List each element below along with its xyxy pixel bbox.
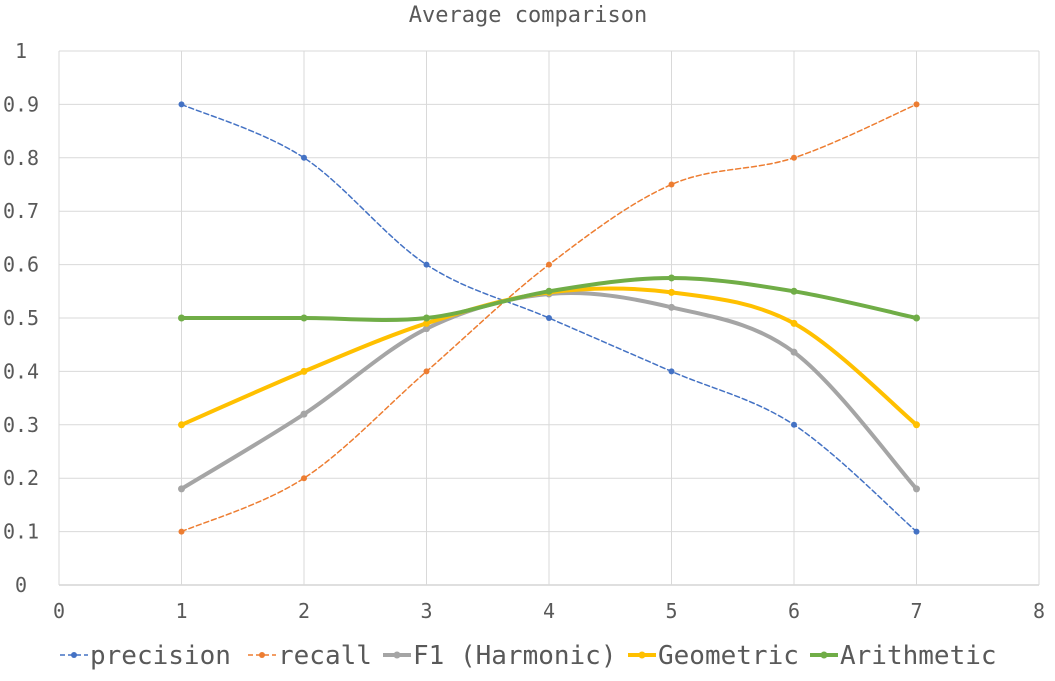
x-tick-label: 6 (788, 599, 800, 623)
data-point (790, 348, 798, 356)
data-point (300, 367, 308, 375)
data-point (178, 528, 185, 535)
x-tick-label: 8 (1033, 599, 1045, 623)
x-tick-label: 7 (910, 599, 922, 623)
data-point (913, 528, 920, 535)
data-point (913, 314, 920, 322)
legend-marker (393, 651, 401, 659)
legend-item: recall (248, 641, 372, 671)
legend-marker (638, 651, 646, 659)
data-point (913, 485, 920, 493)
data-point (423, 314, 430, 322)
data-point (791, 154, 797, 161)
data-point (913, 101, 920, 108)
x-tick-label: 3 (420, 599, 432, 623)
series-arithmetic (178, 274, 920, 322)
data-point (668, 181, 675, 188)
series-recall (178, 101, 920, 535)
legend-marker (259, 652, 265, 658)
y-tick-label: 0.5 (3, 306, 39, 330)
legend-label: recall (278, 641, 372, 671)
x-tick-label: 5 (665, 599, 677, 623)
data-point (790, 287, 798, 295)
data-point (545, 287, 553, 295)
data-point (301, 154, 307, 161)
data-point (790, 319, 798, 327)
y-axis-tick-labels: 0 0.1 0.2 0.3 0.4 0.5 0.6 0.7 0.8 0.9 1 (3, 39, 39, 597)
x-tick-label: 1 (175, 599, 187, 623)
legend-item: Arithmetic (810, 641, 997, 671)
data-point (668, 288, 675, 296)
data-point (301, 475, 307, 482)
y-tick-label: 0.1 (3, 520, 39, 544)
data-point (178, 421, 185, 429)
data-point (546, 261, 552, 268)
y-tick-label: 0.3 (3, 413, 39, 437)
data-point (178, 314, 185, 322)
x-tick-label: 2 (298, 599, 310, 623)
legend: precision recall F1 (Harmonic) Geometric Ari… (60, 641, 997, 671)
series-precision (178, 101, 920, 535)
data-point (668, 274, 675, 282)
y-tick-label: 1 (15, 39, 27, 63)
data-point (668, 368, 675, 375)
y-tick-label: 0.7 (3, 199, 39, 223)
chart-title: Average comparison (409, 3, 647, 28)
y-tick-label: 0.9 (3, 92, 39, 116)
legend-marker (71, 652, 77, 658)
data-point (423, 261, 430, 268)
data-point (178, 485, 185, 493)
x-axis-tick-labels: 0 1 2 3 4 5 6 7 8 (53, 599, 1045, 623)
y-tick-label: 0.8 (3, 146, 39, 170)
data-point (913, 421, 920, 429)
data-point (423, 368, 430, 375)
y-tick-label: 0.4 (3, 359, 39, 383)
legend-item: precision (60, 641, 231, 671)
legend-label: F1 (Harmonic) (413, 641, 617, 671)
data-point (178, 101, 185, 108)
data-point (423, 319, 430, 327)
legend-item: F1 (Harmonic) (383, 641, 617, 671)
legend-label: Geometric (658, 641, 799, 671)
legend-label: Arithmetic (840, 641, 997, 671)
data-point (300, 314, 308, 322)
legend-marker (820, 651, 828, 659)
data-point (300, 410, 308, 418)
x-tick-label: 4 (543, 599, 555, 623)
data-point (791, 421, 797, 428)
y-tick-label: 0 (15, 573, 27, 597)
data-point (546, 315, 552, 321)
legend-label: precision (90, 641, 231, 671)
y-tick-label: 0.6 (3, 253, 39, 277)
legend-item: Geometric (628, 641, 799, 671)
x-tick-label: 0 (53, 599, 65, 623)
data-point (668, 303, 675, 311)
y-tick-label: 0.2 (3, 466, 39, 490)
data-point (423, 325, 430, 333)
plot-area (178, 101, 920, 535)
